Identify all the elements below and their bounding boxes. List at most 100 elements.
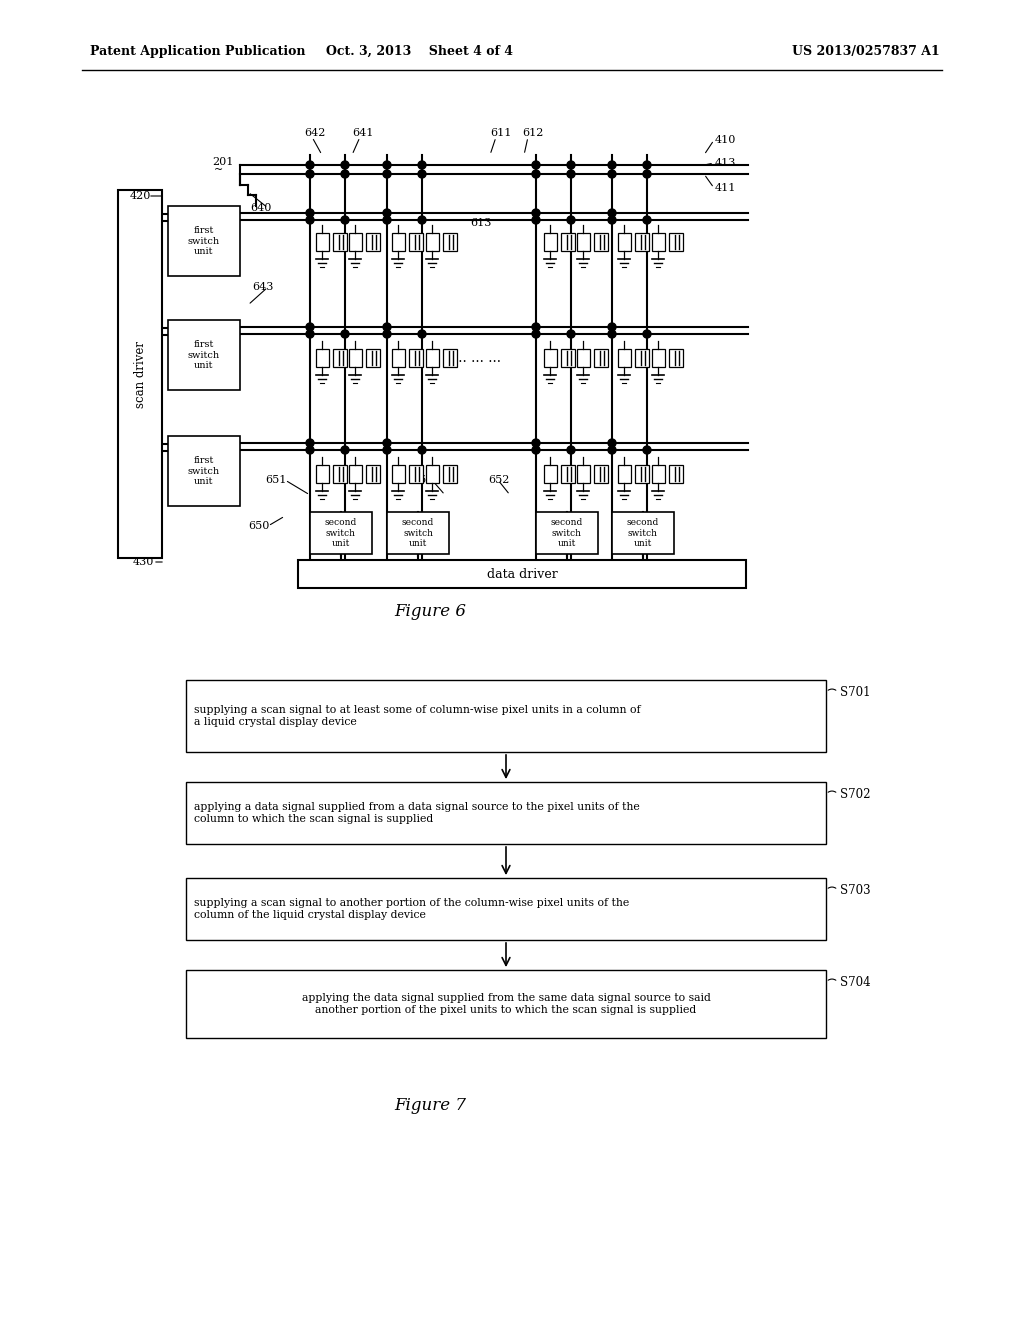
Text: 643: 643 [252,282,273,292]
Circle shape [383,323,391,331]
Bar [186,680,826,752]
Circle shape [608,330,616,338]
Text: Patent Application Publication: Patent Application Publication [90,45,305,58]
Bar [333,234,346,251]
Bar [315,234,329,251]
Circle shape [341,216,349,224]
Bar [366,348,380,367]
Text: 640: 640 [250,203,271,213]
Circle shape [532,209,540,216]
Text: 650: 650 [248,521,269,531]
Bar [617,348,631,367]
Circle shape [418,330,426,338]
Bar [391,234,404,251]
Circle shape [608,323,616,331]
Circle shape [643,330,651,338]
Circle shape [306,216,314,224]
Bar [577,234,590,251]
Bar [651,465,665,483]
Bar [442,234,457,251]
Bar [310,512,372,554]
Circle shape [608,170,616,178]
Circle shape [306,440,314,447]
Bar [560,234,574,251]
Text: second
switch
unit: second switch unit [401,519,434,548]
Bar [594,465,607,483]
Circle shape [608,209,616,216]
Circle shape [532,161,540,169]
Text: Oct. 3, 2013    Sheet 4 of 4: Oct. 3, 2013 Sheet 4 of 4 [327,45,513,58]
Circle shape [567,330,575,338]
Bar [348,348,361,367]
Circle shape [341,330,349,338]
Circle shape [306,161,314,169]
Text: 642: 642 [304,128,326,139]
Bar [651,348,665,367]
Bar [536,512,598,554]
Text: applying the data signal supplied from the same data signal source to said
anoth: applying the data signal supplied from t… [301,993,711,1015]
Bar [118,190,162,558]
Circle shape [567,161,575,169]
Bar [577,465,590,483]
Bar [669,465,683,483]
Circle shape [643,216,651,224]
Bar [442,348,457,367]
Text: S704: S704 [840,975,870,989]
Circle shape [567,170,575,178]
Bar [333,348,346,367]
Text: 611: 611 [490,128,511,139]
Text: first
switch
unit: first switch unit [188,226,220,256]
Circle shape [532,330,540,338]
Bar [635,348,648,367]
Circle shape [306,323,314,331]
Circle shape [418,161,426,169]
Circle shape [608,446,616,454]
Bar [186,970,826,1038]
Circle shape [608,161,616,169]
Bar [612,512,674,554]
Text: scan driver: scan driver [133,341,146,408]
Text: US 2013/0257837 A1: US 2013/0257837 A1 [793,45,940,58]
Bar [409,465,423,483]
Bar [651,234,665,251]
Text: 413: 413 [715,158,736,168]
Text: S701: S701 [840,685,870,698]
Circle shape [341,446,349,454]
Bar [560,465,574,483]
Bar [391,348,404,367]
Text: S702: S702 [840,788,870,800]
Bar [315,465,329,483]
Text: ~: ~ [214,165,223,176]
Text: second
switch
unit: second switch unit [551,519,583,548]
Text: 201: 201 [212,157,233,168]
Text: Figure 6: Figure 6 [394,603,466,620]
Bar [168,436,240,506]
Circle shape [306,446,314,454]
Bar [544,348,556,367]
Bar [617,465,631,483]
Text: 653: 653 [418,475,439,484]
Text: 641: 641 [352,128,374,139]
Text: supplying a scan signal to at least some of column-wise pixel units in a column : supplying a scan signal to at least some… [194,705,641,727]
Text: S703: S703 [840,883,870,896]
Text: data driver: data driver [486,568,557,581]
Circle shape [383,209,391,216]
Circle shape [643,161,651,169]
Bar [366,465,380,483]
Bar [366,234,380,251]
Circle shape [306,170,314,178]
Text: applying a data signal supplied from a data signal source to the pixel units of : applying a data signal supplied from a d… [194,803,640,824]
Bar [594,348,607,367]
Text: 410: 410 [715,135,736,145]
Circle shape [567,446,575,454]
Circle shape [383,216,391,224]
Text: 612: 612 [522,128,544,139]
Circle shape [608,440,616,447]
Bar [387,512,449,554]
Circle shape [643,170,651,178]
Text: supplying a scan signal to another portion of the column-wise pixel units of the: supplying a scan signal to another porti… [194,898,630,920]
Text: 430: 430 [133,557,155,568]
Circle shape [532,440,540,447]
Bar [348,465,361,483]
Text: ... ... ...: ... ... ... [455,351,502,366]
